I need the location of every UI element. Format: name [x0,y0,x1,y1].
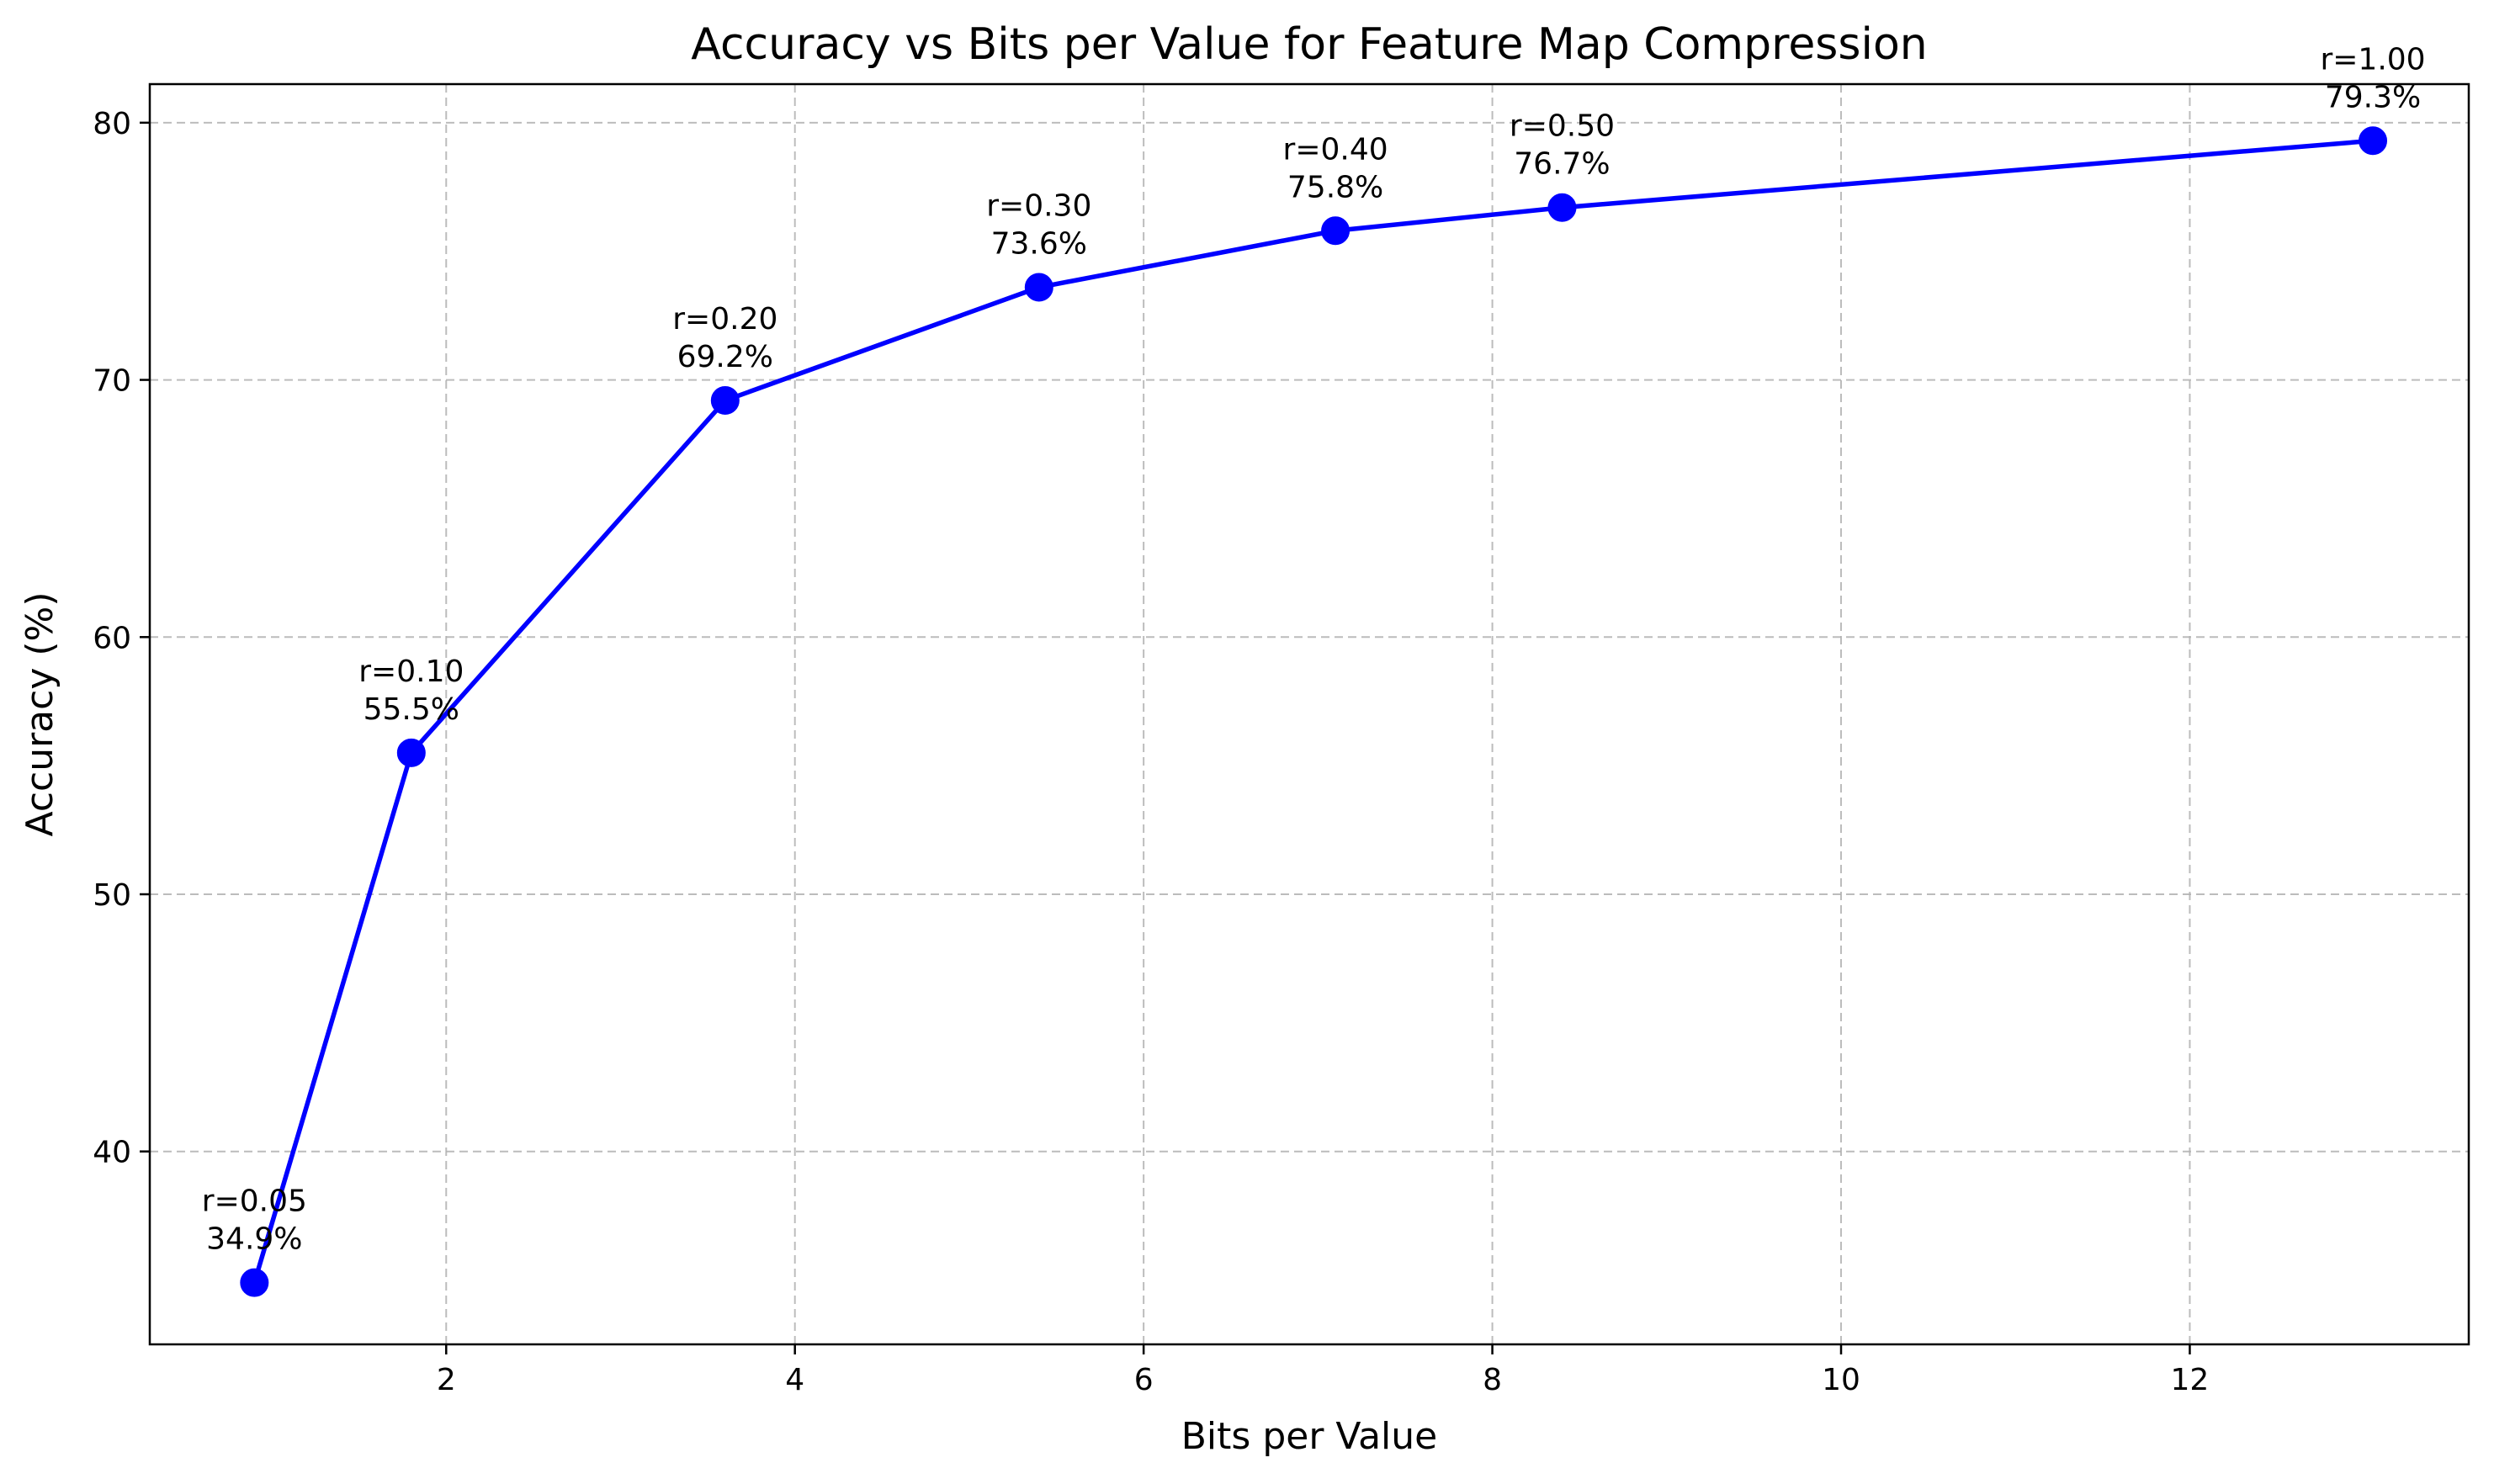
y-axis-label: Accuracy (%) [19,591,61,836]
annotation-layer: r=0.0534.9%r=0.1055.5%r=0.2069.2%r=0.307… [202,42,2426,1256]
x-tick-label: 10 [1822,1363,1860,1397]
x-tick-label: 8 [1483,1363,1502,1397]
y-tick-label: 40 [93,1136,131,1170]
data-point [2359,126,2388,156]
data-point [1321,216,1350,246]
data-label-accuracy: 75.8% [1287,170,1383,204]
x-axis-label: Bits per Value [1181,1415,1437,1458]
data-label-ratio: r=0.10 [358,655,464,689]
data-label-accuracy: 69.2% [677,340,773,374]
data-label-accuracy: 76.7% [1514,147,1610,182]
data-label-accuracy: 79.3% [2325,80,2421,114]
data-label-accuracy: 34.9% [206,1222,302,1257]
marker-layer [240,126,2388,1297]
grid [150,84,2469,1344]
axis-ticks: 2 4 6 8 10 12 40 50 60 70 80 [93,107,2209,1397]
data-point [1547,193,1577,222]
data-label-ratio: r=0.05 [202,1185,307,1219]
data-label-ratio: r=0.30 [986,189,1091,224]
data-label-ratio: r=0.50 [1510,109,1615,144]
x-tick-label: 6 [1134,1363,1154,1397]
data-point [710,386,740,416]
y-tick-label: 60 [93,621,131,655]
data-label-ratio: r=1.00 [2320,42,2425,77]
series-line [252,138,2374,1284]
y-tick-label: 80 [93,107,131,141]
data-point [1024,273,1053,302]
y-tick-label: 50 [93,878,131,913]
x-tick-label: 12 [2171,1363,2210,1397]
data-label-accuracy: 55.5% [363,692,459,727]
y-tick-label: 70 [93,364,131,399]
data-label-ratio: r=0.20 [672,302,777,337]
data-label-ratio: r=0.40 [1283,132,1388,167]
plot-frame [148,82,2470,1346]
data-label-accuracy: 73.6% [991,227,1087,262]
x-tick-label: 2 [437,1363,456,1397]
data-point [240,1268,269,1297]
chart-title: Accuracy vs Bits per Value for Feature M… [691,19,1927,70]
series-line-layer [252,138,2374,1284]
x-tick-label: 4 [785,1363,804,1397]
data-point [396,738,426,767]
